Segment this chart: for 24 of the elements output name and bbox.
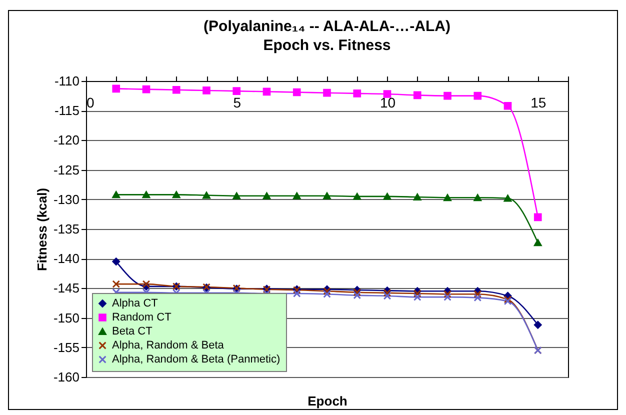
y-tick-label: -120	[53, 132, 80, 148]
y-tick-label: -140	[53, 251, 80, 266]
legend-label: Beta CT	[112, 326, 153, 338]
chart-subtitle: Epoch vs. Fitness	[263, 37, 391, 54]
y-tick-label: -160	[53, 370, 80, 384]
legend-label: Random CT	[112, 312, 172, 324]
legend-label: Alpha, Random & Beta (Panmetic)	[112, 354, 280, 366]
x-tick-label: 15	[530, 94, 546, 110]
x-tick-label: 0	[86, 94, 94, 110]
y-tick-label: -110	[54, 74, 80, 88]
y-tick-label: -130	[53, 192, 80, 207]
y-tick-label: -135	[53, 222, 80, 236]
x-tick-label: 5	[233, 94, 242, 110]
y-tick-label: -115	[54, 103, 80, 118]
x-tick-label: 10	[380, 94, 396, 110]
legend-label: Alpha CT	[112, 298, 158, 310]
legend-label: Alpha, Random & Beta	[112, 340, 225, 352]
y-tick-label: -155	[53, 340, 80, 355]
y-tick-label: -125	[53, 162, 80, 178]
y-tick-label: -150	[53, 310, 80, 326]
y-tick-label: -145	[53, 280, 80, 296]
y-axis-title: Fitness (kcal)	[34, 188, 50, 272]
x-axis-title: Epoch	[308, 394, 348, 408]
chart-title: (Polyalanine₁₄ -- ALA-ALA-…-ALA)	[204, 18, 450, 35]
